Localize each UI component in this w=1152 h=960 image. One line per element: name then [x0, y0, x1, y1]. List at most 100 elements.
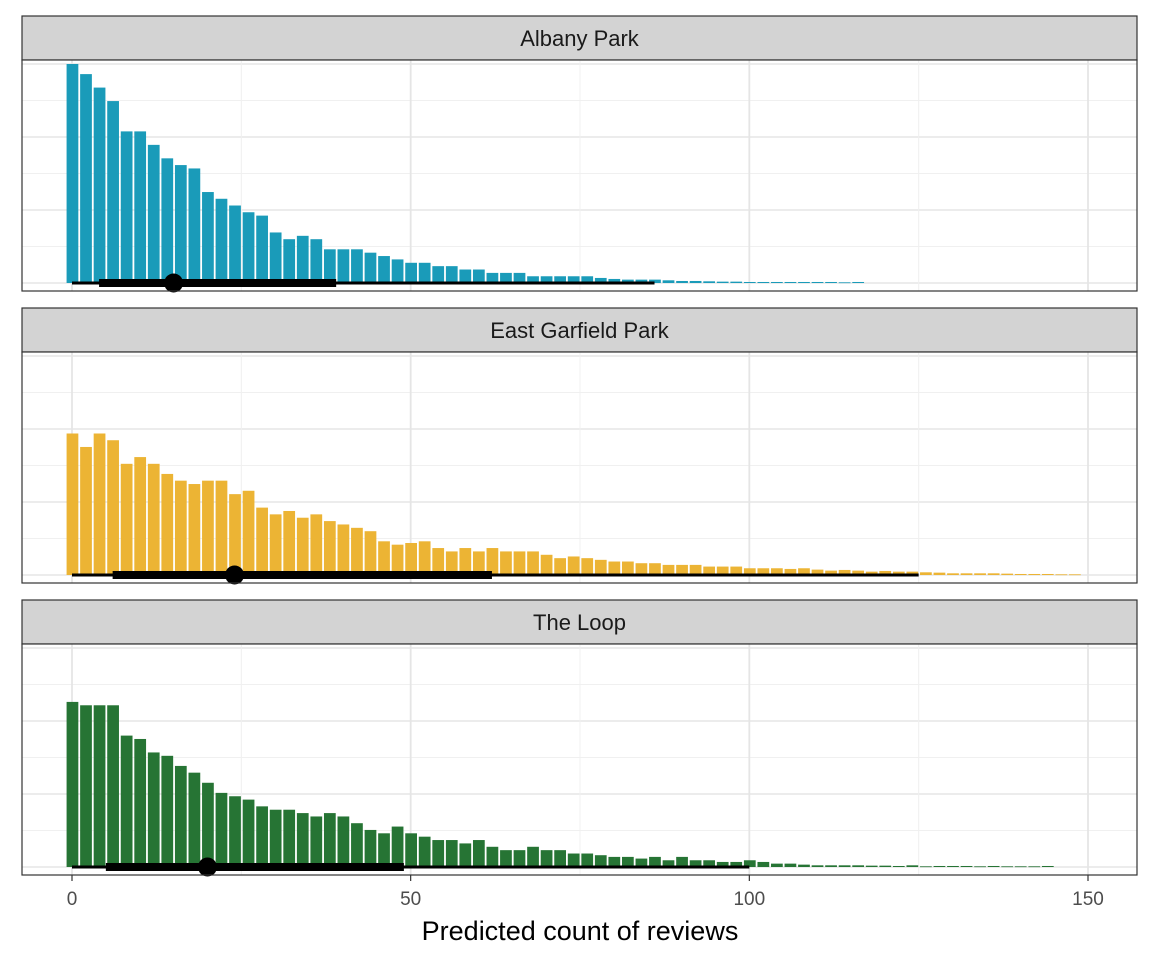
histogram-bar: [974, 573, 986, 575]
histogram-bar: [323, 249, 336, 283]
histogram-bar: [174, 765, 187, 867]
histogram-bar: [364, 252, 377, 283]
histogram-bar: [229, 494, 241, 575]
histogram-bar: [351, 249, 363, 283]
histogram-bar: [892, 571, 905, 575]
histogram-bar: [513, 551, 526, 575]
histogram-bar: [920, 572, 932, 575]
facet-strip-label: The Loop: [533, 610, 626, 635]
panel-border: [21, 59, 1138, 292]
histogram-bar: [66, 64, 79, 283]
facet-strip: [21, 307, 1138, 353]
histogram-bar: [662, 860, 675, 867]
histogram-bar: [500, 272, 512, 283]
facet-strip: [21, 15, 1138, 61]
histogram-bar: [865, 865, 878, 867]
histogram-bar: [730, 566, 743, 575]
histogram-bar: [337, 816, 350, 867]
histogram-bar: [513, 850, 526, 867]
histogram-bar: [527, 846, 539, 867]
histogram-bar: [93, 705, 106, 867]
histogram-bar: [757, 568, 770, 575]
histogram-bar: [93, 87, 106, 283]
histogram-bar: [825, 281, 837, 283]
histogram-bar: [825, 865, 837, 867]
histogram-bar: [391, 544, 404, 575]
histogram-bar: [635, 279, 648, 283]
histogram-bar: [594, 277, 607, 283]
histogram-bar: [500, 850, 512, 867]
histogram-bar: [1055, 574, 1068, 576]
histogram-bar: [567, 276, 580, 283]
histogram-bar: [879, 865, 892, 867]
histogram-bar: [540, 554, 553, 575]
histogram-bar: [269, 809, 282, 867]
histogram-bar: [310, 239, 323, 283]
histogram-bar: [283, 510, 296, 575]
histogram-bar: [296, 517, 309, 575]
histogram-bar: [567, 853, 580, 867]
histogram-bar: [676, 564, 688, 575]
histogram-bar: [608, 278, 621, 283]
histogram-bar: [391, 826, 404, 867]
histogram-bar: [757, 861, 770, 867]
histogram-bar: [784, 568, 797, 575]
median-point: [225, 565, 245, 585]
histogram-bar: [256, 507, 268, 575]
histogram-bar: [296, 235, 309, 283]
histogram-bars: [66, 64, 865, 284]
histogram-bar: [242, 799, 255, 867]
histogram-bar: [689, 280, 702, 283]
histogram-bar: [947, 865, 959, 867]
histogram-bar: [147, 752, 160, 867]
facet-strip-label: East Garfield Park: [490, 318, 670, 343]
x-tick-label: 0: [67, 889, 78, 910]
panel-border: [21, 351, 1138, 584]
median-point: [197, 857, 217, 877]
histogram-bar: [865, 571, 878, 575]
histogram-bar: [703, 860, 716, 867]
histogram-bar: [621, 279, 634, 283]
histogram-bar: [621, 561, 634, 575]
histogram-bar: [635, 858, 648, 867]
histogram-bar: [80, 705, 92, 867]
histogram-bars: [66, 701, 1054, 868]
histogram-bar: [378, 833, 390, 867]
histogram-bar: [445, 840, 458, 867]
histogram-bar: [486, 272, 499, 283]
histogram-bar: [188, 772, 201, 867]
histogram-bar: [879, 570, 892, 575]
histogram-bar: [337, 249, 350, 283]
histogram-bar: [256, 806, 268, 867]
histogram-bar: [784, 281, 797, 283]
histogram-bar: [351, 527, 363, 575]
histogram-bar: [174, 165, 187, 283]
facet-panels: Albany Park East Garfield Park The Loop: [21, 15, 1138, 877]
histogram-bar: [323, 813, 336, 867]
histogram-bar: [540, 276, 553, 283]
histogram-bar: [93, 433, 106, 575]
histogram-bar: [229, 205, 241, 283]
histogram-bar: [852, 865, 865, 867]
histogram-bar: [567, 556, 580, 575]
histogram-bar: [472, 551, 485, 575]
histogram-bar: [418, 262, 431, 283]
histogram-bar: [608, 561, 621, 575]
facet-strip: [21, 599, 1138, 645]
histogram-bar: [107, 705, 119, 867]
histogram-bar: [703, 281, 716, 283]
histogram-bar: [771, 568, 783, 575]
histogram-bar: [445, 551, 458, 575]
histogram-bar: [66, 701, 79, 867]
histogram-bar: [215, 198, 228, 283]
histogram-bar: [554, 276, 567, 283]
histogram-bar: [554, 850, 567, 867]
histogram-bar: [811, 281, 824, 283]
histogram-bar: [527, 276, 539, 283]
histogram-bar: [134, 457, 147, 575]
histogram-bar: [730, 861, 743, 867]
histogram-bar: [107, 101, 119, 283]
histogram-bar: [161, 158, 174, 283]
histogram-bar: [472, 840, 485, 867]
histogram-bar: [743, 568, 756, 575]
